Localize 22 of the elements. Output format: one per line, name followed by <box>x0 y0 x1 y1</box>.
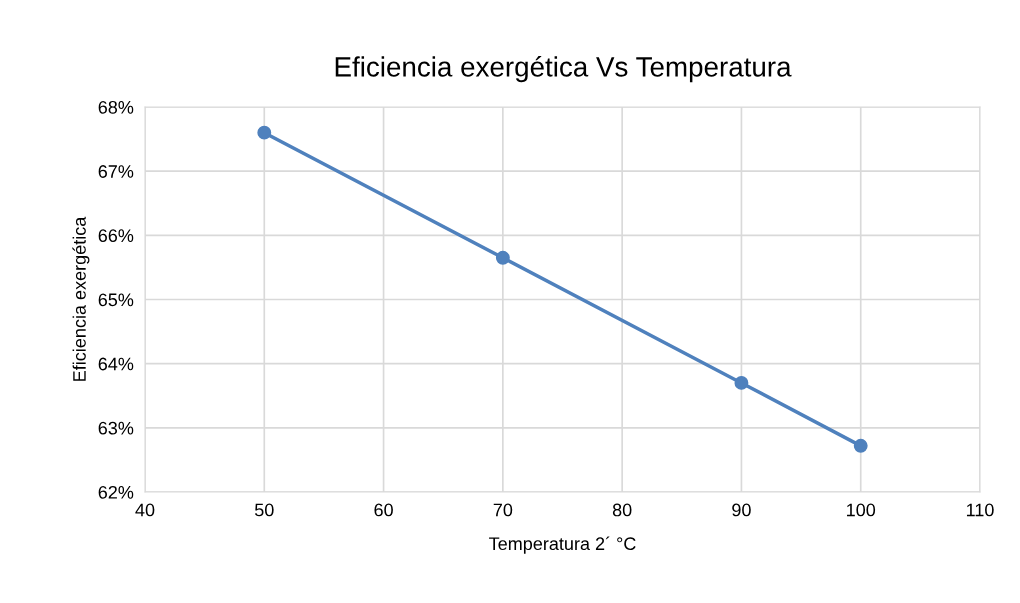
y-axis-title: Eficiencia exergética <box>72 216 90 381</box>
x-axis-title: Temperatura 2´ °C <box>489 536 636 554</box>
x-tick-label: 110 <box>966 503 994 517</box>
y-tick-label: 64% <box>98 357 134 371</box>
point <box>734 375 749 390</box>
y-tick-label: 63% <box>98 421 134 435</box>
x-tick-label: 60 <box>374 503 393 517</box>
y-tick-label: 62% <box>98 485 134 499</box>
x-tick-label: 50 <box>254 503 274 517</box>
x-tick-label: 70 <box>493 503 513 517</box>
chart-title: Eficiencia exergética Vs Temperatura <box>335 55 792 83</box>
y-tick-label: 68% <box>98 100 134 114</box>
point <box>257 125 272 140</box>
y-tick-label: 67% <box>98 165 134 178</box>
y-tick-label: 66% <box>98 229 134 243</box>
x-tick-label: 40 <box>135 503 155 517</box>
x-tick-label: 100 <box>847 503 876 517</box>
point <box>853 438 868 453</box>
y-tick-label: 65% <box>98 293 134 307</box>
x-tick-label: 90 <box>732 503 751 517</box>
x-tick-label: 80 <box>612 503 632 517</box>
point <box>495 250 510 265</box>
